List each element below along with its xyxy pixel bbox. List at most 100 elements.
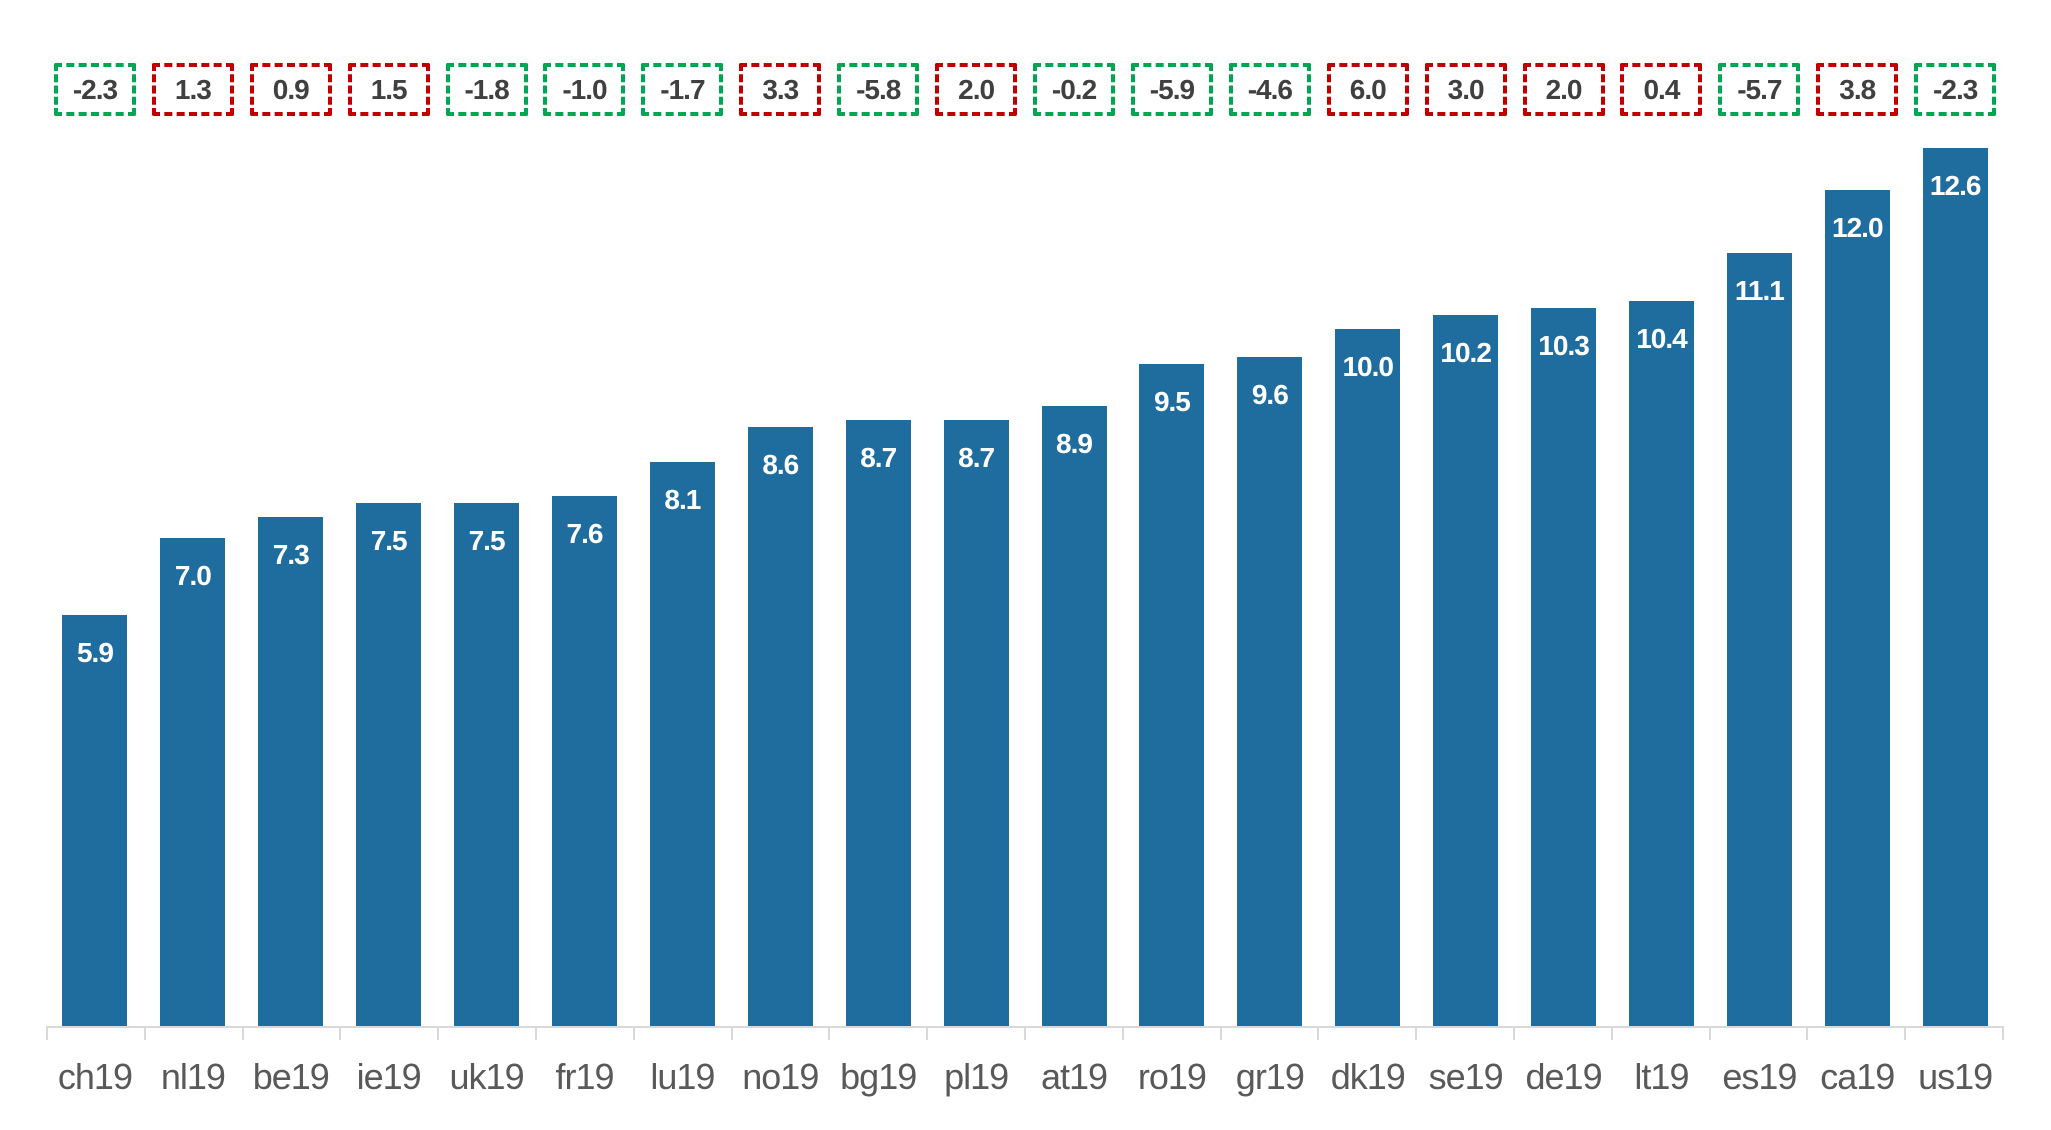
bar: 8.9 — [1041, 406, 1107, 1026]
bar-value-label: 9.5 — [1153, 386, 1191, 417]
change-value: -5.9 — [1149, 73, 1195, 105]
x-axis-label-slot: pl19 — [927, 1056, 1025, 1098]
change-value: 3.0 — [1447, 73, 1485, 105]
change-box-slot: -5.8 — [829, 63, 927, 116]
bar-slot: 10.0 — [1319, 148, 1417, 1026]
axis-tick — [241, 1028, 340, 1040]
axis-tick — [828, 1028, 926, 1040]
x-axis-label-slot: gr19 — [1221, 1056, 1319, 1098]
change-box: -1.7 — [641, 63, 724, 116]
bar-value-label: 7.6 — [566, 518, 604, 549]
change-box-slot: -5.9 — [1123, 63, 1221, 116]
change-box-slot: -1.7 — [633, 63, 731, 116]
x-axis-label: lt19 — [1634, 1056, 1689, 1097]
change-box: 0.9 — [249, 63, 332, 116]
x-axis-label: dk19 — [1330, 1056, 1406, 1097]
change-box-slot: 3.0 — [1417, 63, 1515, 116]
x-axis-label: fr19 — [555, 1056, 614, 1097]
change-box: -1.0 — [543, 63, 626, 116]
change-box-slot: 3.3 — [731, 63, 829, 116]
bar-slot: 10.3 — [1515, 148, 1613, 1026]
bar-value-label: 9.6 — [1251, 379, 1289, 410]
bar-value-label: 8.1 — [664, 484, 701, 515]
bar-slot: 7.5 — [438, 148, 536, 1026]
bar-value-label: 11.1 — [1734, 275, 1785, 306]
x-axis-label-slot: uk19 — [438, 1056, 536, 1098]
x-axis-label-slot: no19 — [731, 1056, 829, 1098]
bar: 12.6 — [1922, 148, 1988, 1026]
change-box: -4.6 — [1228, 63, 1311, 116]
bar-value-label: 8.7 — [860, 442, 897, 473]
x-axis-label: us19 — [1918, 1056, 1993, 1097]
x-axis-label-slot: at19 — [1025, 1056, 1123, 1098]
x-axis-label: de19 — [1525, 1056, 1603, 1097]
axis-tick — [1806, 1028, 1904, 1040]
bar-value-label: 5.9 — [76, 637, 114, 668]
change-box: 0.4 — [1620, 63, 1703, 116]
change-box: -5.7 — [1718, 63, 1801, 116]
bar: 9.5 — [1139, 364, 1205, 1026]
x-axis-label: uk19 — [449, 1056, 525, 1097]
bar: 9.6 — [1237, 357, 1303, 1026]
axis-tick — [1904, 1028, 2002, 1040]
bar-value-label: 8.6 — [762, 449, 799, 480]
bar-value-label: 7.3 — [272, 539, 310, 570]
x-axis-label: lu19 — [650, 1056, 715, 1097]
x-axis-label: ro19 — [1137, 1056, 1207, 1097]
bar-slot: 12.0 — [1808, 148, 1906, 1026]
bar: 7.0 — [160, 538, 226, 1026]
change-box-slot: -2.3 — [1906, 63, 2004, 116]
axis-tick — [143, 1028, 242, 1040]
axis-tick — [1219, 1028, 1318, 1040]
x-axis-label: at19 — [1040, 1056, 1108, 1097]
bar-value-label: 7.0 — [174, 560, 212, 591]
change-box: 3.3 — [739, 63, 822, 116]
x-axis-label-slot: dk19 — [1319, 1056, 1417, 1098]
bar-value-label: 8.7 — [958, 442, 995, 473]
change-box: 3.8 — [1816, 63, 1899, 116]
change-box: 1.5 — [347, 63, 430, 116]
change-box-slot: -1.0 — [536, 63, 634, 116]
plot-area: 5.9 7.0 7.3 7.5 7.5 7.6 8.1 8.6 8.7 8.7 8.9 9.5 9.6 1… — [46, 148, 2004, 1026]
bar-slot: 10.4 — [1613, 148, 1711, 1026]
axis-tick — [1708, 1028, 1807, 1040]
bar-slot: 8.6 — [731, 148, 829, 1026]
bar-value-label: 12.0 — [1832, 212, 1883, 243]
x-axis-label-slot: de19 — [1515, 1056, 1613, 1098]
bar: 12.0 — [1824, 190, 1890, 1026]
x-axis-label-slot: nl19 — [144, 1056, 242, 1098]
change-value: -1.7 — [660, 73, 705, 105]
axis-tick — [1415, 1028, 1513, 1040]
change-value: -1.8 — [464, 73, 509, 105]
change-value: -2.3 — [1933, 73, 1978, 105]
bar-value-label: 10.0 — [1342, 351, 1393, 382]
bar-slot: 7.5 — [340, 148, 438, 1026]
change-box: -5.9 — [1130, 63, 1213, 116]
x-axis-label: gr19 — [1235, 1056, 1305, 1097]
axis-tick — [1512, 1028, 1611, 1040]
x-axis-label-slot: se19 — [1417, 1056, 1515, 1098]
bar-slot: 12.6 — [1906, 148, 2004, 1026]
x-axis-label-slot: fr19 — [536, 1056, 634, 1098]
bar: 10.2 — [1433, 315, 1499, 1026]
x-axis-label: ie19 — [356, 1056, 422, 1097]
x-axis-labels: ch19 nl19 be19 ie19 uk19 fr19 lu19 no19 bg19 pl19… — [46, 1040, 2004, 1098]
x-axis-label-slot: ch19 — [46, 1056, 144, 1098]
bar-slot: 11.1 — [1710, 148, 1808, 1026]
x-axis-label: es19 — [1722, 1056, 1797, 1097]
change-value: 0.9 — [272, 73, 310, 105]
axis-tick — [1121, 1028, 1220, 1040]
change-box-slot: -2.3 — [46, 63, 144, 116]
change-box: -5.8 — [837, 63, 920, 116]
change-boxes-row: -2.3 1.3 0.9 1.5 -1.8 -1.0 -1.7 3.3 -5.8 2.0 -0.2 -… — [46, 63, 2004, 116]
bar: 7.5 — [356, 503, 422, 1026]
bar: 10.0 — [1335, 329, 1401, 1026]
x-axis-label: ca19 — [1820, 1056, 1895, 1097]
x-axis-label-slot: us19 — [1906, 1056, 2004, 1098]
axis-tick — [46, 1028, 144, 1040]
bar-slot: 7.0 — [144, 148, 242, 1026]
change-value: -5.7 — [1737, 73, 1782, 105]
x-axis-label-slot: ro19 — [1123, 1056, 1221, 1098]
axis-tick — [437, 1028, 535, 1040]
bar-value-label: 7.5 — [370, 525, 408, 556]
